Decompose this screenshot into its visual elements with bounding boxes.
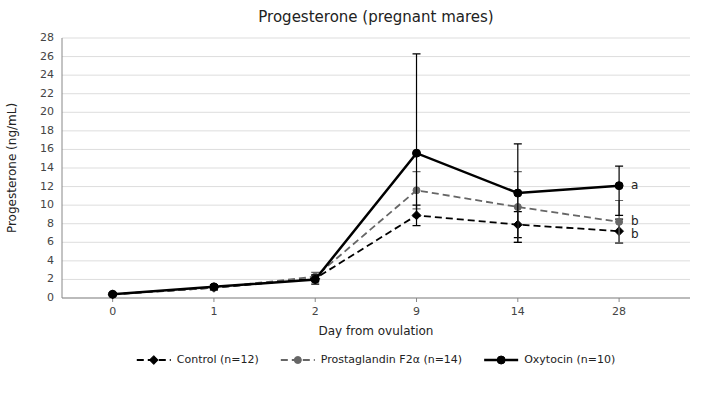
legend-label: Control (n=12) — [177, 353, 259, 366]
point — [616, 218, 623, 225]
point — [615, 182, 623, 190]
y-tick-label: 22 — [40, 87, 54, 100]
x-tick-label: 0 — [109, 305, 116, 318]
annotation: b — [631, 227, 639, 241]
grid-line — [62, 130, 690, 131]
x-tick-label: 14 — [511, 305, 525, 318]
x-tick — [517, 298, 518, 302]
grid-line — [62, 298, 690, 299]
legend-marker — [497, 356, 505, 364]
series — [108, 205, 623, 299]
legend: Control (n=12) Prostaglandin F2α (n=14) Ox… — [137, 353, 615, 366]
error-bar — [615, 166, 623, 215]
grid-line — [62, 260, 690, 261]
grid — [62, 38, 690, 298]
annotation: b — [631, 214, 639, 228]
grid-line — [62, 223, 690, 224]
y-tick-label: 0 — [47, 291, 54, 304]
grid-line — [62, 93, 690, 94]
grid-line — [62, 112, 690, 113]
y-tick-label: 24 — [40, 68, 54, 81]
x-axis-label: Day from ovulation — [319, 324, 434, 338]
series-line — [113, 190, 619, 294]
y-tick-label: 8 — [47, 217, 54, 230]
error-bar — [413, 54, 421, 217]
y-axis-label: Progesterone (ng/mL) — [5, 103, 19, 233]
y-tick-label: 10 — [40, 198, 54, 211]
y-tick-label: 6 — [47, 235, 54, 248]
x-axis — [62, 298, 690, 299]
grid-line — [62, 56, 690, 57]
grid-line — [62, 242, 690, 243]
y-tick-label: 26 — [40, 50, 54, 63]
y-tick-label: 4 — [47, 254, 54, 267]
legend-item: Prostaglandin F2α (n=14) — [281, 353, 462, 366]
series-line — [113, 215, 619, 294]
point — [413, 149, 421, 157]
x-tick-label: 9 — [413, 305, 420, 318]
y-tick-label: 14 — [40, 161, 54, 174]
title: Progesterone (pregnant mares) — [258, 8, 493, 26]
legend-item: Oxytocin (n=10) — [484, 353, 615, 366]
chart: Progesterone (pregnant mares)02468101214… — [0, 0, 708, 396]
error-bar — [311, 275, 319, 284]
error-bar — [514, 144, 522, 242]
point — [311, 275, 319, 283]
grid-line — [62, 149, 690, 150]
point — [210, 283, 218, 291]
y-tick-label: 28 — [40, 31, 54, 44]
x-tick — [619, 298, 620, 302]
x-tick — [213, 298, 214, 302]
x-tick — [315, 298, 316, 302]
annotation: a — [631, 178, 638, 192]
y-tick-label: 16 — [40, 142, 54, 155]
grid-line — [62, 38, 690, 39]
series-line — [113, 153, 619, 294]
point — [109, 291, 116, 298]
legend-marker — [149, 356, 158, 365]
plot-area — [108, 54, 623, 299]
grid-line — [62, 75, 690, 76]
legend-label: Prostaglandin F2α (n=14) — [321, 353, 462, 366]
point — [514, 189, 522, 197]
y-tick-label: 20 — [40, 105, 54, 118]
series — [109, 54, 623, 299]
grid-line — [62, 279, 690, 280]
y-tick-label: 12 — [40, 180, 54, 193]
x-tick-label: 1 — [210, 305, 217, 318]
point — [109, 290, 117, 298]
point — [210, 283, 219, 292]
point — [108, 290, 117, 299]
legend-marker — [294, 357, 301, 364]
grid-line — [62, 168, 690, 169]
x-tick-label: 2 — [312, 305, 319, 318]
legend-item: Control (n=12) — [137, 353, 259, 366]
y-axis — [62, 38, 63, 298]
x-tick-label: 28 — [612, 305, 626, 318]
y-tick-label: 18 — [40, 124, 54, 137]
x-tick — [416, 298, 417, 302]
y-tick-label: 2 — [47, 272, 54, 285]
legend-label: Oxytocin (n=10) — [524, 353, 615, 366]
